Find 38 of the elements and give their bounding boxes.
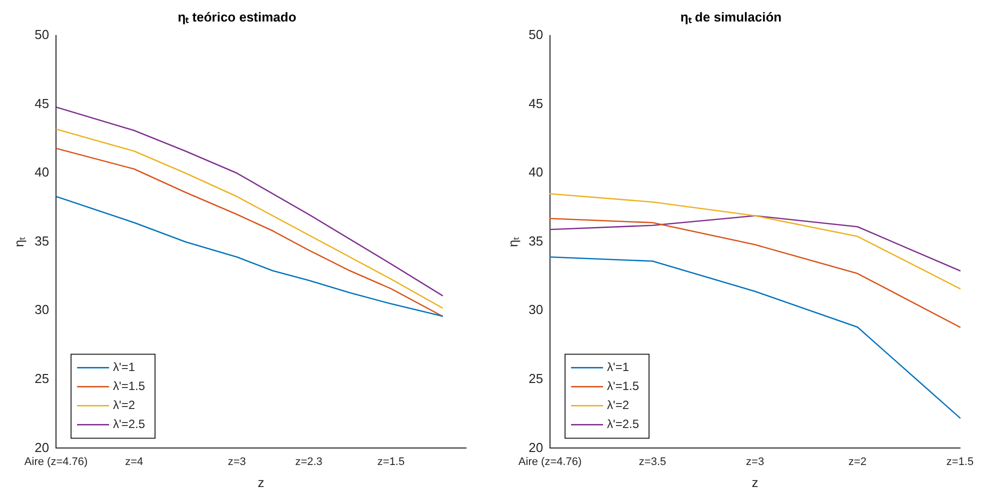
x-tick-label: z=3 (746, 456, 764, 468)
x-axis-title: z (752, 474, 758, 490)
y-tick-label: 45 (528, 96, 544, 111)
legend-label: λ'=1 (607, 360, 630, 374)
legend-label: λ'=2.5 (607, 417, 640, 432)
x-axis-title: z (258, 474, 264, 490)
x-tick-label: z=3 (228, 456, 246, 468)
legend-label: λ'=1.5 (113, 379, 146, 394)
legend-label: λ'=2 (113, 398, 136, 412)
y-tick-label: 25 (34, 371, 50, 386)
y-tick-label: 20 (528, 440, 544, 455)
y-tick-label: 35 (528, 233, 544, 248)
legend-label: λ'=1 (113, 360, 136, 374)
x-tick-label: Aire (z=4.76) (24, 456, 88, 468)
chart-title: ηₜ de simulación (680, 9, 782, 24)
x-tick-label: z=2.3 (295, 456, 322, 468)
y-tick-label: 50 (528, 27, 544, 42)
y-tick-label: 30 (34, 302, 50, 318)
y-axis-title: ηₜ (11, 236, 26, 248)
x-tick-label: z=1.5 (946, 456, 974, 468)
y-tick-label: 40 (34, 164, 50, 180)
x-tick-label: z=4 (125, 456, 144, 468)
y-tick-label: 45 (34, 96, 50, 111)
legend-label: λ'=2 (607, 398, 630, 412)
y-tick-label: 20 (34, 440, 50, 455)
chart-title: ηₜ teórico estimado (178, 9, 296, 24)
y-tick-label: 30 (528, 302, 544, 318)
y-tick-label: 25 (528, 371, 544, 386)
x-tick-label: Aire (z=4.76) (518, 456, 582, 468)
legend-label: λ'=2.5 (113, 417, 146, 432)
y-tick-label: 40 (528, 164, 544, 180)
y-axis-title: ηₜ (505, 236, 520, 248)
x-tick-label: z=3.5 (638, 456, 666, 468)
y-tick-label: 50 (34, 27, 50, 42)
legend-label: λ'=1.5 (607, 379, 640, 394)
x-tick-label: z=1.5 (377, 456, 405, 468)
y-tick-label: 35 (34, 233, 50, 248)
x-tick-label: z=2 (848, 456, 867, 468)
